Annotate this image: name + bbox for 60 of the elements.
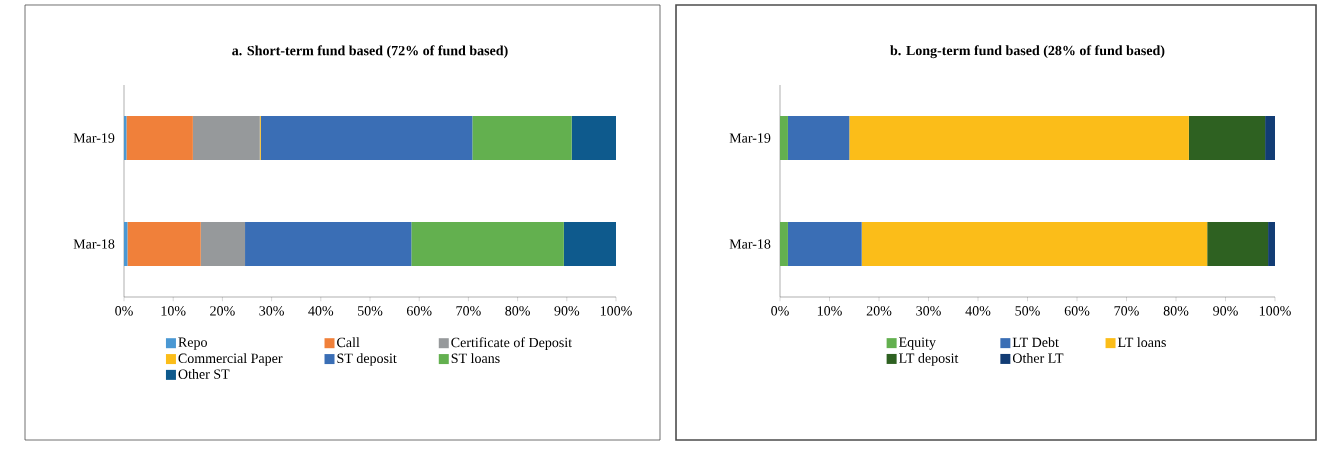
- legend-label: Other LT: [1012, 353, 1064, 363]
- bar: [472, 116, 572, 160]
- bar: [1188, 116, 1266, 160]
- x-tick-label: 10%: [161, 306, 186, 316]
- bar: [127, 222, 201, 266]
- y-tick-label: Mar-19: [729, 133, 771, 143]
- legend-label: Equity: [899, 337, 936, 350]
- y-tick-label: Mar-18: [73, 239, 115, 249]
- x-tick-label: 30%: [916, 306, 941, 316]
- legend-label: Commercial Paper: [178, 353, 283, 366]
- x-tick-label: 50%: [1015, 306, 1040, 316]
- legend-label: Other ST: [178, 368, 230, 379]
- bar: [126, 116, 193, 160]
- x-tick-label: 60%: [406, 306, 432, 316]
- x-tick-label: 0%: [771, 306, 789, 316]
- x-tick-label: 60%: [1064, 306, 1090, 316]
- bar: [780, 222, 788, 266]
- x-tick-label: 0%: [115, 306, 133, 316]
- legend-label: ST deposit: [337, 353, 397, 366]
- bar: [200, 222, 246, 266]
- x-tick-label: 90%: [554, 306, 580, 316]
- x-tick-label: 80%: [505, 306, 530, 316]
- legend-label: ST loans: [451, 353, 500, 364]
- legend-label: LT loans: [1117, 337, 1166, 348]
- bar: [787, 116, 850, 160]
- bar: [1207, 222, 1269, 266]
- x-tick-label: 30%: [259, 306, 284, 316]
- bar: [411, 222, 564, 266]
- legend-label: LT deposit: [899, 353, 959, 366]
- bar: [571, 116, 617, 160]
- x-tick-label: 80%: [1163, 306, 1189, 316]
- chart-title: b. Long-term fund based (28% of fund based): [890, 45, 1165, 59]
- bar: [1265, 116, 1276, 160]
- bar: [260, 116, 473, 160]
- y-tick-label: Mar-18: [729, 239, 771, 249]
- x-tick-label: 40%: [965, 306, 991, 316]
- bar: [849, 116, 1189, 160]
- legend-label: LT Debt: [1012, 337, 1059, 348]
- x-tick-label: 40%: [308, 306, 334, 316]
- x-tick-label: 100%: [600, 306, 632, 316]
- y-tick-label: Mar-19: [73, 133, 115, 143]
- x-tick-label: 20%: [210, 306, 235, 316]
- bar: [861, 222, 1208, 266]
- bar: [1268, 222, 1276, 266]
- x-tick-label: 20%: [866, 306, 892, 316]
- x-tick-label: 100%: [1259, 306, 1291, 316]
- legend-label: Call: [337, 337, 360, 348]
- legend-label: Repo: [178, 337, 207, 350]
- legend-label: Certificate of Deposit: [451, 337, 572, 351]
- bar: [787, 222, 862, 266]
- x-tick-label: 50%: [357, 306, 383, 316]
- bar: [192, 116, 260, 160]
- bar: [563, 222, 617, 266]
- bar: [245, 222, 412, 266]
- x-tick-label: 70%: [456, 306, 481, 316]
- chart-title: a. Short-term fund based (72% of fund based): [232, 45, 508, 59]
- x-tick-label: 10%: [817, 306, 842, 316]
- bar: [780, 116, 788, 160]
- x-tick-label: 90%: [1213, 306, 1238, 316]
- x-tick-label: 70%: [1114, 306, 1139, 316]
